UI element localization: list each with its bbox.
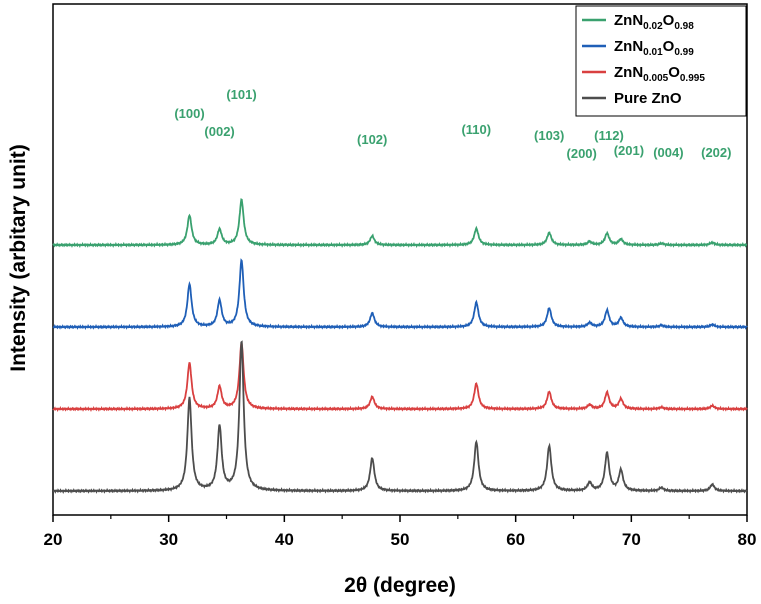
peak-label-9: (004): [653, 145, 683, 160]
series-line-1: [52, 258, 748, 330]
legend-label-3: Pure ZnO: [614, 90, 682, 107]
x-tick-label-5: 70: [622, 530, 641, 549]
legend-label-1: ZnN0.01O0.99: [614, 38, 694, 58]
x-tick-label-3: 50: [391, 530, 410, 549]
x-tick-label-2: 40: [275, 530, 294, 549]
peak-label-5: (103): [534, 128, 564, 143]
legend: ZnN0.02O0.98 ZnN0.01O0.99 ZnN0.005O0.995 Pu…: [575, 5, 747, 117]
x-tick-label-0: 20: [44, 530, 63, 549]
peak-label-0: (100): [174, 106, 204, 121]
peak-label-4: (110): [461, 122, 491, 137]
peak-label-2: (101): [226, 87, 256, 102]
x-axis-title: 2θ (degree): [344, 574, 456, 597]
peak-label-6: (200): [567, 146, 597, 161]
peak-label-7: (112): [594, 128, 624, 143]
series-layer: [52, 198, 748, 494]
series-line-0: [52, 198, 748, 248]
peak-label-3: (102): [357, 132, 387, 147]
series-line-3: [52, 340, 748, 494]
x-tick-label-1: 30: [159, 530, 178, 549]
peak-label-1: (002): [204, 124, 234, 139]
series-line-2: [52, 342, 748, 412]
legend-label-0: ZnN0.02O0.98: [614, 12, 694, 32]
peak-label-10: (202): [701, 145, 731, 160]
x-axis: 20 30 40 50 60 70 80: [44, 515, 757, 549]
y-axis-title: Intensity (arbitary unit): [7, 144, 30, 372]
x-tick-label-4: 60: [506, 530, 525, 549]
peak-annotations: (100)(002) (101) (102) (110) (103)(200) (112)…: [174, 87, 731, 161]
peak-label-8: (201): [614, 143, 644, 158]
x-tick-label-6: 80: [738, 530, 757, 549]
legend-label-2: ZnN0.005O0.995: [614, 64, 705, 84]
